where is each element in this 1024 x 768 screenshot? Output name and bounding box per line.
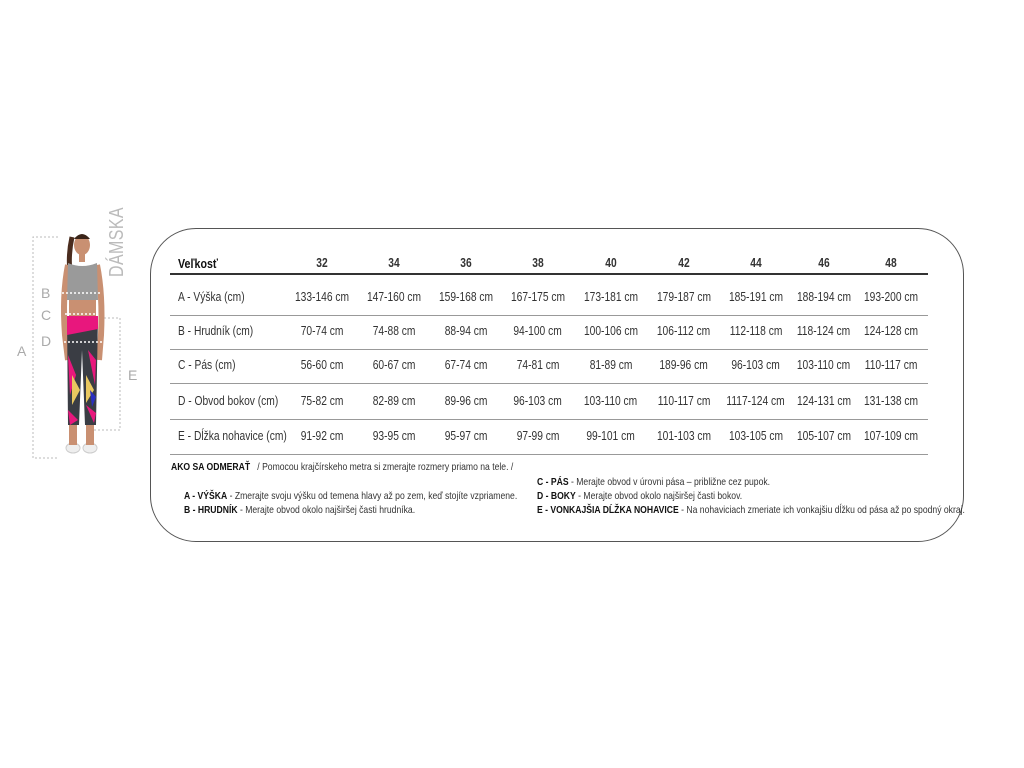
table-cell: 93-95 cm — [372, 429, 416, 443]
table-cell: 189-96 cm — [659, 358, 709, 372]
table-cell: 124-131 cm — [796, 394, 852, 408]
table-cell: 99-101 cm — [586, 429, 636, 443]
table-cell: 89-96 cm — [444, 394, 488, 408]
row-label: B - Hrudník (cm) — [178, 324, 254, 338]
size-chart-card — [150, 228, 964, 542]
table-cell: 74-88 cm — [372, 324, 416, 338]
table-cell: 159-168 cm — [438, 290, 494, 304]
table-cell: 81-89 cm — [589, 358, 633, 372]
table-cell: 94-100 cm — [513, 324, 563, 338]
table-cell: 95-97 cm — [444, 429, 488, 443]
table-cell: 106-112 cm — [657, 324, 711, 338]
table-cell: 133-146 cm — [294, 290, 350, 304]
table-cell: 185-191 cm — [728, 290, 784, 304]
letter-c: C — [41, 307, 52, 323]
letter-a: A — [17, 343, 27, 359]
table-cell: 101-103 cm — [656, 429, 712, 443]
letter-b: B — [41, 285, 51, 301]
note-item: D - BOKY - Merajte obvod okolo najširšej… — [537, 490, 743, 502]
table-cell: 105-107 cm — [796, 429, 852, 443]
table-cell: 147-160 cm — [366, 290, 422, 304]
header-size-1: 34 — [388, 256, 400, 270]
row-label: C - Pás (cm) — [178, 358, 236, 372]
table-cell: 56-60 cm — [300, 358, 344, 372]
table-cell: 110-117 cm — [864, 358, 918, 372]
table-cell: 60-67 cm — [372, 358, 416, 372]
header-size-7: 46 — [818, 256, 830, 270]
table-cell: 100-106 cm — [583, 324, 639, 338]
table-cell: 91-92 cm — [300, 429, 344, 443]
header-size-5: 42 — [678, 256, 690, 270]
table-cell: 167-175 cm — [510, 290, 566, 304]
header-size-8: 48 — [885, 256, 897, 270]
table-cell: 96-103 cm — [513, 394, 563, 408]
table-cell: 110-117 cm — [657, 394, 711, 408]
table-cell: 74-81 cm — [516, 358, 560, 372]
table-cell: 193-200 cm — [863, 290, 919, 304]
table-cell: 103-110 cm — [584, 394, 638, 408]
row-label: E - Dĺžka nohavice (cm) — [178, 429, 287, 443]
row-divider — [170, 315, 928, 316]
table-cell: 70-74 cm — [300, 324, 344, 338]
table-cell: 118-124 cm — [797, 324, 851, 338]
letter-e: E — [128, 367, 138, 383]
table-cell: 173-181 cm — [583, 290, 639, 304]
table-cell: 188-194 cm — [796, 290, 852, 304]
table-cell: 124-128 cm — [863, 324, 919, 338]
side-title: DÁMSKA — [106, 207, 128, 277]
letter-d: D — [41, 333, 52, 349]
model-figure: A B C D E DÁMSKA — [10, 207, 150, 465]
table-cell: 103-110 cm — [797, 358, 851, 372]
table-cell: 97-99 cm — [516, 429, 560, 443]
header-size-4: 40 — [605, 256, 617, 270]
row-divider — [170, 419, 928, 420]
row-label: D - Obvod bokov (cm) — [178, 394, 279, 408]
note-item: E - VONKAJŠIA DĹŽKA NOHAVICE - Na nohavi… — [537, 504, 965, 516]
header-rule — [170, 273, 928, 275]
table-cell: 82-89 cm — [372, 394, 416, 408]
how-title: AKO SA ODMERAŤ — [171, 461, 251, 473]
table-cell: 107-109 cm — [863, 429, 919, 443]
row-divider — [170, 454, 928, 455]
header-size-label: Veľkosť — [178, 256, 219, 271]
table-cell: 179-187 cm — [656, 290, 712, 304]
table-cell: 112-118 cm — [729, 324, 783, 338]
how-text: / Pomocou krajčírskeho metra si zmerajte… — [257, 461, 514, 473]
table-cell: 1117-124 cm — [726, 394, 786, 408]
table-cell: 75-82 cm — [300, 394, 344, 408]
table-cell: 96-103 cm — [731, 358, 781, 372]
row-divider — [170, 383, 928, 384]
header-size-2: 36 — [460, 256, 472, 270]
header-size-6: 44 — [750, 256, 762, 270]
header-size-0: 32 — [316, 256, 328, 270]
note-item: B - HRUDNÍK - Merajte obvod okolo najšir… — [184, 504, 416, 516]
note-item: C - PÁS - Merajte obvod v úrovni pása – … — [537, 476, 771, 488]
how-to-measure: AKO SA ODMERAŤ / Pomocou krajčírskeho me… — [171, 461, 588, 473]
row-label: A - Výška (cm) — [178, 290, 245, 304]
table-cell: 88-94 cm — [444, 324, 488, 338]
row-divider — [170, 349, 928, 350]
table-cell: 103-105 cm — [728, 429, 784, 443]
note-item: A - VÝŠKA - Zmerajte svoju výšku od teme… — [184, 490, 518, 502]
header-size-3: 38 — [532, 256, 544, 270]
table-cell: 131-138 cm — [863, 394, 919, 408]
woman-illustration — [32, 234, 121, 459]
table-cell: 67-74 cm — [444, 358, 488, 372]
